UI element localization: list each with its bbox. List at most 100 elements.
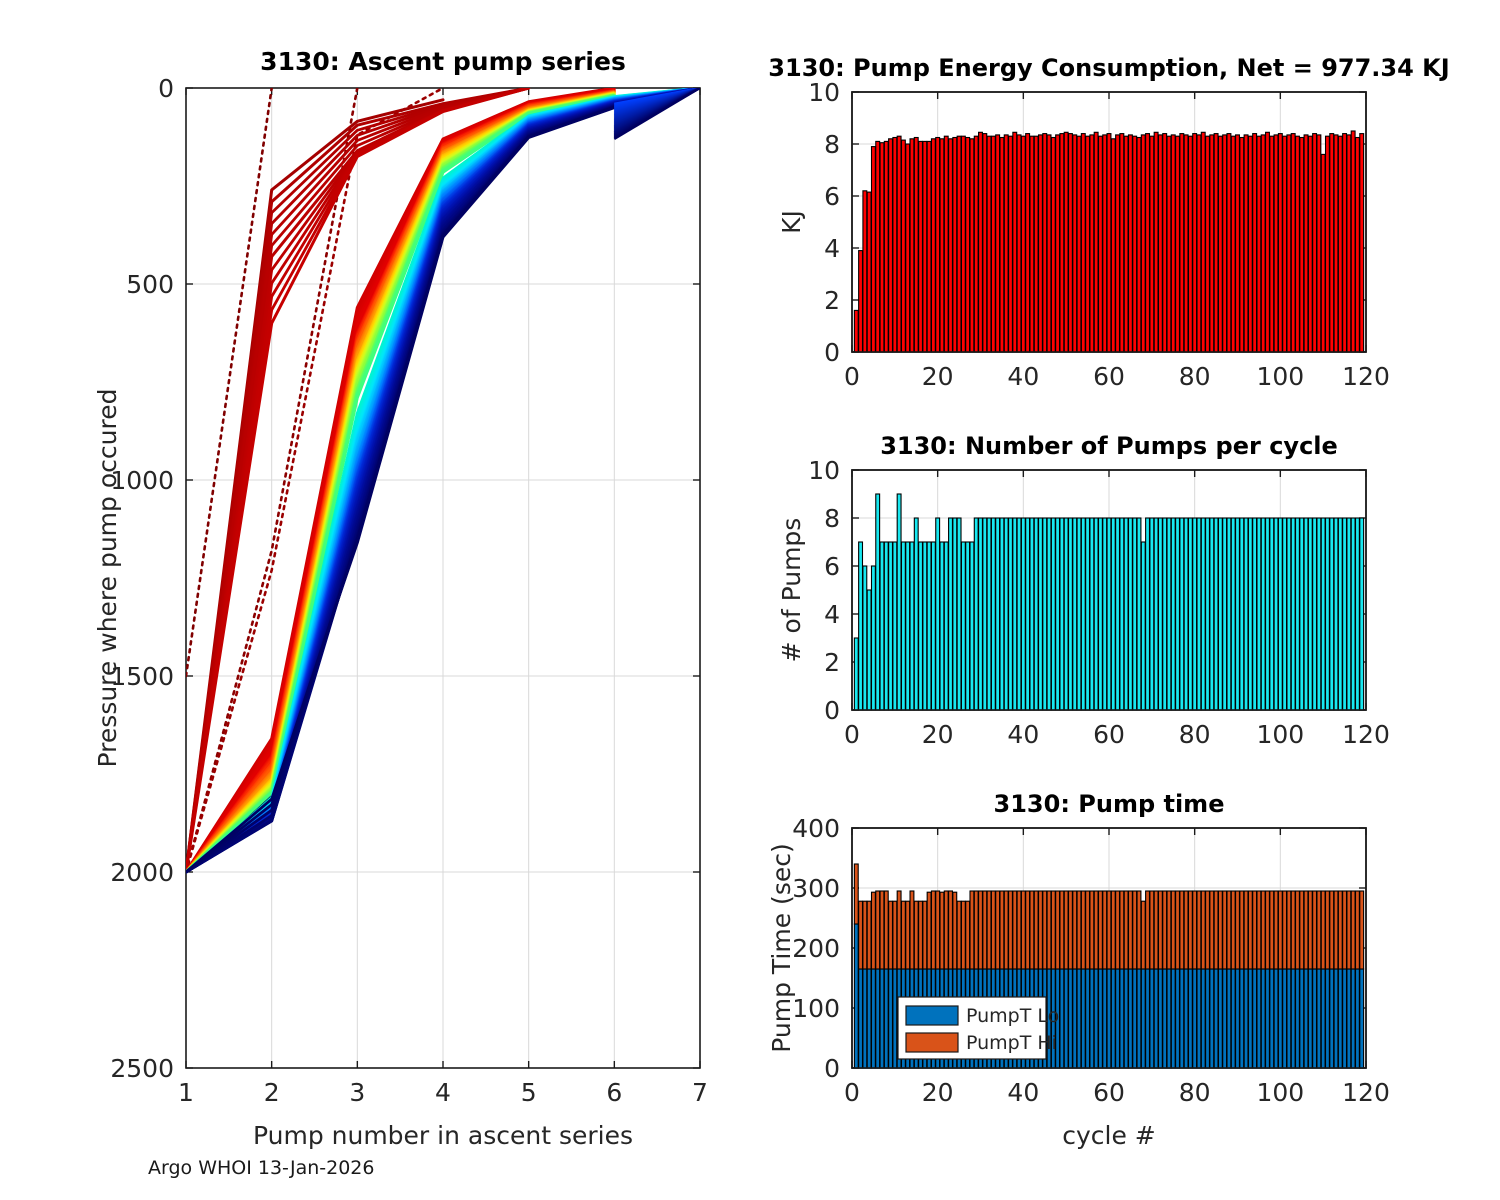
bar bbox=[1329, 133, 1335, 353]
bar bbox=[1222, 134, 1228, 353]
bar bbox=[1166, 135, 1172, 353]
bar bbox=[1324, 517, 1330, 711]
bar-pumpt-lo bbox=[1354, 968, 1360, 1069]
bar bbox=[965, 541, 971, 711]
bar bbox=[1080, 517, 1086, 711]
bar bbox=[1059, 133, 1065, 353]
bar bbox=[1097, 517, 1103, 711]
bar bbox=[1063, 131, 1069, 353]
ascent-title: 3130: Ascent pump series bbox=[260, 47, 626, 76]
bar-pumpt-lo bbox=[866, 968, 872, 1069]
bar bbox=[1209, 517, 1215, 711]
bar bbox=[1359, 517, 1365, 711]
bar bbox=[1067, 133, 1073, 353]
bar bbox=[1016, 517, 1022, 711]
panel-pump-time-x-axis-label: cycle # bbox=[1062, 1121, 1156, 1150]
bar-pumpt-lo bbox=[1329, 968, 1335, 1069]
bar-pumpt-hi bbox=[1320, 890, 1326, 970]
ascent-series-line bbox=[186, 92, 615, 873]
bar bbox=[1093, 517, 1099, 711]
bar bbox=[1046, 134, 1052, 353]
bar bbox=[1269, 517, 1275, 711]
panel-number-of-pumps-x-tick-label: 20 bbox=[922, 720, 954, 749]
ascent-series-line bbox=[186, 90, 615, 873]
bar-pumpt-hi bbox=[1110, 890, 1116, 970]
bar-pumpt-hi bbox=[1269, 890, 1275, 970]
bar-pumpt-lo bbox=[1067, 968, 1073, 1069]
bar-pumpt-hi bbox=[1097, 890, 1103, 970]
ascent-series-line bbox=[186, 89, 616, 874]
bar-pumpt-hi bbox=[900, 900, 906, 970]
bar-pumpt-lo bbox=[1273, 968, 1279, 1069]
bar bbox=[1106, 517, 1112, 711]
bar bbox=[930, 138, 936, 353]
ascent-series-line bbox=[186, 88, 616, 874]
bar-pumpt-lo bbox=[1294, 968, 1300, 1069]
bar-pumpt-hi bbox=[990, 890, 996, 970]
ascent-series-line bbox=[186, 92, 615, 873]
bar bbox=[1316, 134, 1322, 353]
ascent-series-line bbox=[186, 88, 615, 873]
bar-pumpt-lo bbox=[1213, 968, 1219, 1069]
bar bbox=[1033, 135, 1039, 353]
bar-pumpt-hi bbox=[858, 900, 864, 970]
bar bbox=[1346, 134, 1352, 353]
bar bbox=[1196, 517, 1202, 711]
ascent-series-line bbox=[186, 94, 616, 874]
bar bbox=[1235, 134, 1240, 353]
bar-pumpt-hi bbox=[1050, 890, 1056, 970]
bar bbox=[1354, 136, 1360, 353]
bar bbox=[1089, 134, 1095, 353]
bar-pumpt-hi bbox=[1170, 890, 1176, 970]
panel-pump-time-title: 3130: Pump time bbox=[994, 790, 1225, 818]
bar bbox=[1260, 134, 1266, 353]
bar bbox=[1140, 541, 1146, 711]
bar bbox=[1307, 135, 1313, 353]
panel-number-of-pumps-y-tick-label: 4 bbox=[824, 600, 840, 629]
panel-pump-time-x-tick-label: 120 bbox=[1342, 1078, 1390, 1107]
bar bbox=[952, 517, 958, 711]
bar bbox=[1213, 133, 1219, 353]
bar-pumpt-hi bbox=[1157, 890, 1163, 970]
panel-pump-energy-x-tick-label: 80 bbox=[1179, 362, 1211, 391]
bar bbox=[1359, 133, 1365, 353]
bar bbox=[965, 136, 971, 353]
panel-number-of-pumps-x-tick-label: 40 bbox=[1007, 720, 1039, 749]
bar-pumpt-hi bbox=[1179, 890, 1185, 970]
bar-pumpt-hi bbox=[1055, 890, 1061, 970]
pump-time-legend[interactable]: PumpT Lo PumpT Hi bbox=[897, 996, 1059, 1060]
bar bbox=[1213, 517, 1219, 711]
panel-pump-time-x-tick-label: 80 bbox=[1179, 1078, 1211, 1107]
bar bbox=[866, 191, 872, 353]
legend-label-pumpt-lo: PumpT Lo bbox=[966, 1005, 1059, 1027]
bar-pumpt-lo bbox=[1286, 968, 1292, 1069]
bar-pumpt-lo bbox=[1080, 968, 1086, 1069]
bar bbox=[948, 517, 953, 711]
bar-pumpt-hi bbox=[1063, 890, 1069, 970]
panel-number-of-pumps-x-tick-label: 120 bbox=[1342, 720, 1390, 749]
bar bbox=[978, 131, 983, 353]
ascent-series-line bbox=[186, 91, 615, 873]
ascent-series-line bbox=[186, 88, 273, 678]
panel-number-of-pumps-x-tick-label: 60 bbox=[1093, 720, 1125, 749]
panel-pump-time-x-tick-label: 100 bbox=[1256, 1078, 1304, 1107]
bar-pumpt-lo bbox=[1243, 968, 1249, 1069]
bar bbox=[900, 541, 906, 711]
bar-pumpt-hi bbox=[1140, 900, 1146, 970]
bar bbox=[973, 135, 979, 353]
bar bbox=[1037, 134, 1043, 353]
bar bbox=[853, 637, 859, 711]
bar-pumpt-hi bbox=[1012, 890, 1018, 970]
bar bbox=[1097, 135, 1103, 353]
ascent-series-line bbox=[186, 93, 615, 874]
ascent-series-line bbox=[186, 91, 615, 873]
bar-pumpt-lo bbox=[1183, 968, 1189, 1069]
bar-pumpt-hi bbox=[1123, 890, 1129, 970]
bar bbox=[999, 136, 1005, 353]
ascent-series-line bbox=[186, 90, 615, 873]
bar-pumpt-hi bbox=[939, 891, 945, 970]
bar-pumpt-hi bbox=[1003, 890, 1009, 970]
bar bbox=[866, 589, 872, 711]
panel-pump-time-y-tick-label: 300 bbox=[792, 874, 840, 903]
ascent-x-axis-label: Pump number in ascent series bbox=[253, 1121, 633, 1150]
